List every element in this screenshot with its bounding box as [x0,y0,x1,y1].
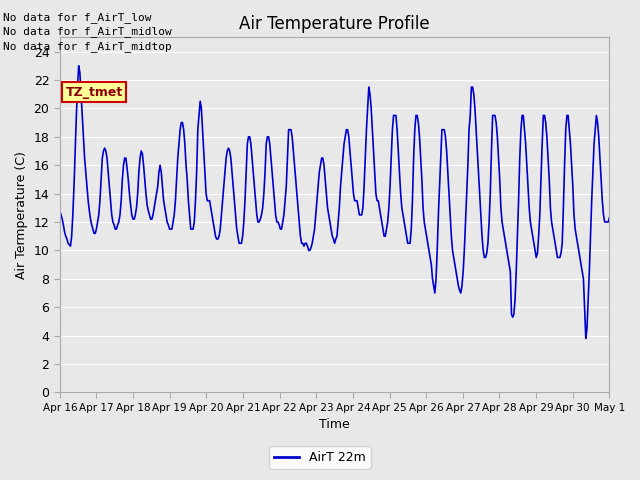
Text: No data for f_AirT_midlow: No data for f_AirT_midlow [3,26,172,37]
Legend: AirT 22m: AirT 22m [269,446,371,469]
Text: No data for f_AirT_midtop: No data for f_AirT_midtop [3,41,172,52]
Y-axis label: Air Termperature (C): Air Termperature (C) [15,151,28,279]
Title: Air Temperature Profile: Air Temperature Profile [239,15,430,33]
Text: No data for f_AirT_low: No data for f_AirT_low [3,12,152,23]
X-axis label: Time: Time [319,419,350,432]
Text: TZ_tmet: TZ_tmet [65,85,123,99]
